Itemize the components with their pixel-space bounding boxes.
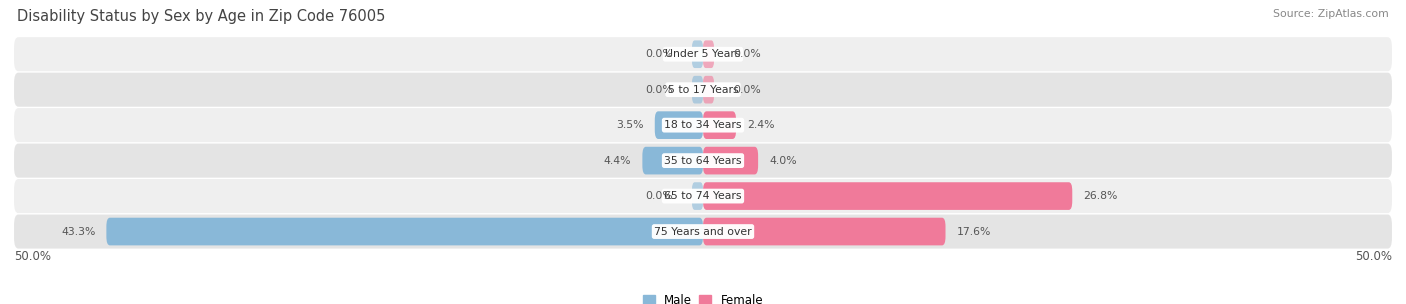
FancyBboxPatch shape xyxy=(14,179,1392,213)
Text: 0.0%: 0.0% xyxy=(645,49,672,59)
Text: 43.3%: 43.3% xyxy=(60,226,96,237)
Text: 2.4%: 2.4% xyxy=(747,120,775,130)
Text: 75 Years and over: 75 Years and over xyxy=(654,226,752,237)
Text: 0.0%: 0.0% xyxy=(734,49,761,59)
FancyBboxPatch shape xyxy=(14,215,1392,249)
FancyBboxPatch shape xyxy=(643,147,703,174)
Text: Disability Status by Sex by Age in Zip Code 76005: Disability Status by Sex by Age in Zip C… xyxy=(17,9,385,24)
Text: 3.5%: 3.5% xyxy=(616,120,644,130)
FancyBboxPatch shape xyxy=(692,40,703,68)
Text: 26.8%: 26.8% xyxy=(1083,191,1118,201)
Text: 4.0%: 4.0% xyxy=(769,156,797,166)
Text: 35 to 64 Years: 35 to 64 Years xyxy=(664,156,742,166)
Text: 0.0%: 0.0% xyxy=(645,85,672,95)
FancyBboxPatch shape xyxy=(703,111,737,139)
Text: Source: ZipAtlas.com: Source: ZipAtlas.com xyxy=(1274,9,1389,19)
Text: 18 to 34 Years: 18 to 34 Years xyxy=(664,120,742,130)
Text: 50.0%: 50.0% xyxy=(1355,250,1392,263)
FancyBboxPatch shape xyxy=(703,147,758,174)
FancyBboxPatch shape xyxy=(692,182,703,210)
FancyBboxPatch shape xyxy=(703,182,1073,210)
FancyBboxPatch shape xyxy=(692,76,703,104)
Text: 50.0%: 50.0% xyxy=(14,250,51,263)
FancyBboxPatch shape xyxy=(14,143,1392,178)
FancyBboxPatch shape xyxy=(655,111,703,139)
Legend: Male, Female: Male, Female xyxy=(638,289,768,304)
Text: 0.0%: 0.0% xyxy=(734,85,761,95)
FancyBboxPatch shape xyxy=(703,76,714,104)
FancyBboxPatch shape xyxy=(14,37,1392,71)
Text: 4.4%: 4.4% xyxy=(603,156,631,166)
Text: 65 to 74 Years: 65 to 74 Years xyxy=(664,191,742,201)
Text: 0.0%: 0.0% xyxy=(645,191,672,201)
FancyBboxPatch shape xyxy=(14,73,1392,107)
FancyBboxPatch shape xyxy=(107,218,703,245)
Text: 5 to 17 Years: 5 to 17 Years xyxy=(668,85,738,95)
Text: Under 5 Years: Under 5 Years xyxy=(665,49,741,59)
FancyBboxPatch shape xyxy=(703,40,714,68)
FancyBboxPatch shape xyxy=(14,108,1392,142)
FancyBboxPatch shape xyxy=(703,218,945,245)
Text: 17.6%: 17.6% xyxy=(956,226,991,237)
